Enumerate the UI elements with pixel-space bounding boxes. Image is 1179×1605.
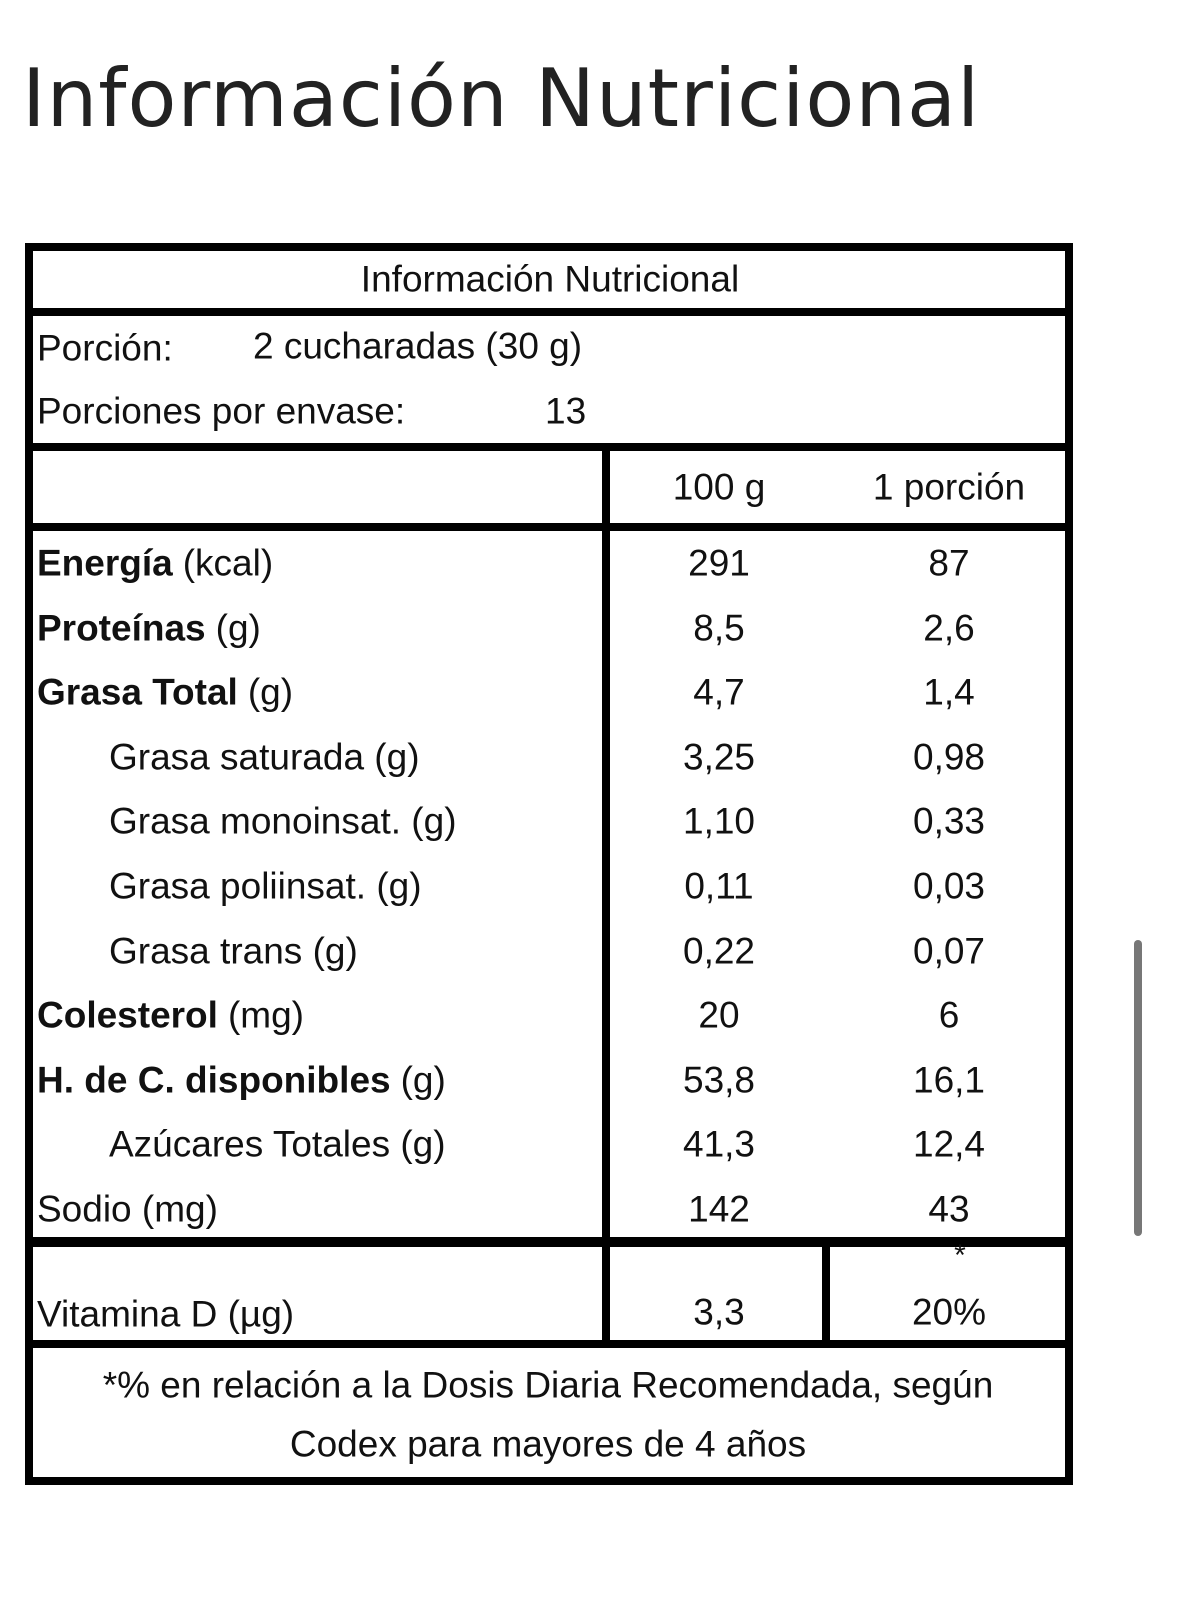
value-100g: 20 (698, 994, 740, 1036)
nutrient-unit: (kcal) (182, 542, 274, 584)
nutrient-label: Grasa monoinsat. (g) (109, 800, 457, 842)
serving-value: 2 cucharadas (30 g) (253, 325, 583, 367)
column-rule (602, 443, 610, 1343)
value-100g: 8,5 (693, 607, 745, 649)
rule (25, 1340, 1073, 1348)
value-portion: 0,07 (912, 930, 986, 972)
serving-label: Porción: (37, 327, 173, 369)
footnote-marker: * (954, 1239, 966, 1272)
nutrient-name: Grasa saturada (g) (109, 738, 420, 775)
value-100g: 4,7 (693, 671, 745, 713)
nutrient-name: Grasa Total (g) (37, 674, 293, 711)
table-title: Información Nutricional (360, 258, 740, 300)
column-rule (822, 1240, 830, 1344)
border (1065, 243, 1073, 1485)
nutrient-label: Grasa saturada (g) (109, 736, 420, 778)
nutrient-name: H. de C. disponibles (g) (37, 1061, 446, 1098)
nutrient-name: Azúcares Totales (g) (109, 1126, 446, 1163)
nutrient-label: Sodio (mg) (37, 1188, 218, 1230)
nutrient-name-bold: Grasa Total (37, 671, 238, 713)
value-portion: 12,4 (912, 1123, 986, 1165)
footnote-line: Codex para mayores de 4 años (289, 1423, 807, 1465)
value-portion: 87 (928, 542, 970, 584)
value-portion: 6 (938, 994, 960, 1036)
nutrient-name: Grasa monoinsat. (g) (109, 803, 457, 840)
scrollbar[interactable] (1134, 940, 1142, 1236)
servings-label: Porciones por envase: (37, 390, 406, 432)
nutrient-label: Azúcares Totales (g) (109, 1123, 446, 1165)
nutrient-name: Sodio (mg) (37, 1191, 218, 1228)
nutrient-name-bold: Proteínas (37, 607, 206, 649)
vitamin-value: 20% (911, 1291, 987, 1333)
nutrient-name-bold: H. de C. disponibles (37, 1059, 391, 1101)
value-portion: 0,98 (912, 736, 986, 778)
border (25, 243, 33, 1485)
border (25, 243, 1073, 251)
nutrient-name: Colesterol (mg) (37, 997, 304, 1034)
value-100g: 142 (688, 1188, 750, 1230)
page-title: Información Nutricional (22, 52, 981, 145)
value-100g: 3,25 (682, 736, 756, 778)
nutrient-unit: (g) (247, 671, 294, 713)
value-100g: 1,10 (682, 800, 756, 842)
nutrient-unit: (g) (400, 1059, 446, 1101)
rule (25, 1237, 1073, 1247)
nutrient-unit: (g) (215, 607, 261, 649)
value-portion: 43 (928, 1188, 970, 1230)
value-portion: 2,6 (923, 607, 975, 649)
rule (25, 443, 1073, 451)
border (25, 1477, 1073, 1485)
column-header: 1 porción (872, 466, 1026, 508)
vitamin-label: Vitamina D (µg) (37, 1293, 295, 1335)
value-portion: 0,03 (912, 865, 986, 907)
nutrient-name: Grasa poliinsat. (g) (109, 868, 422, 905)
rule (25, 308, 1073, 316)
servings-value: 13 (545, 390, 587, 432)
nutrient-name: Grasa trans (g) (109, 932, 358, 969)
vitamin-value: 3,3 (693, 1291, 745, 1333)
value-portion: 1,4 (923, 671, 975, 713)
value-100g: 53,8 (682, 1059, 756, 1101)
column-header: 100 g (672, 466, 766, 508)
nutrient-label: Grasa poliinsat. (g) (109, 865, 422, 907)
value-100g: 41,3 (682, 1123, 756, 1165)
value-100g: 291 (688, 542, 750, 584)
value-portion: 0,33 (912, 800, 986, 842)
footnote-line: *% en relación a la Dosis Diaria Recomen… (102, 1364, 994, 1406)
rule (25, 523, 1073, 531)
nutrient-name: Energía (kcal) (37, 545, 273, 582)
nutrient-unit: (mg) (227, 994, 304, 1036)
value-100g: 0,22 (682, 930, 756, 972)
nutrient-name: Proteínas (g) (37, 609, 261, 646)
value-100g: 0,11 (684, 865, 754, 907)
nutrient-name-bold: Colesterol (37, 994, 218, 1036)
nutrient-label: Grasa trans (g) (109, 930, 358, 972)
nutrient-name-bold: Energía (37, 542, 173, 584)
value-portion: 16,1 (912, 1059, 986, 1101)
